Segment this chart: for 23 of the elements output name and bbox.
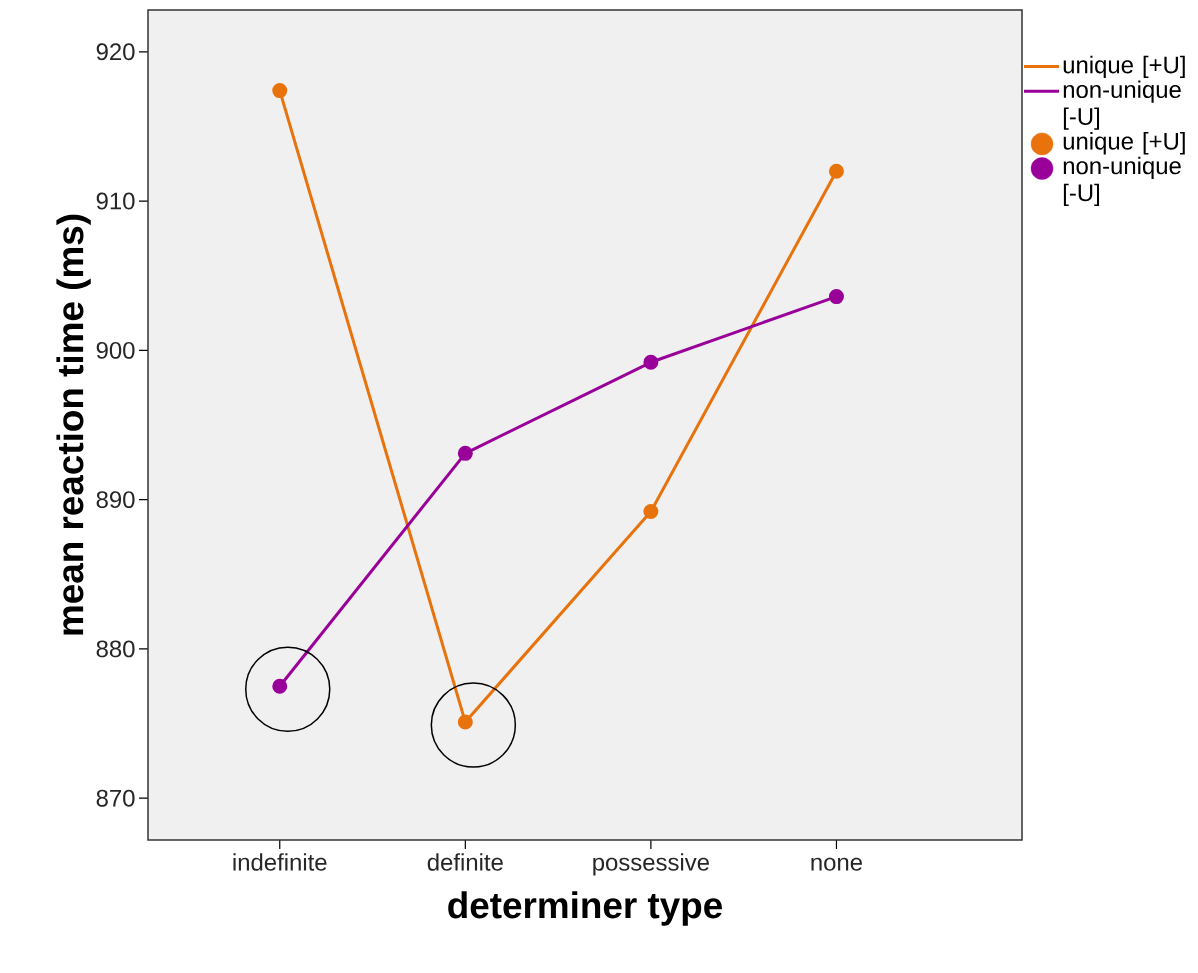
y-axis-title: mean reaction time (ms) [56, 214, 91, 635]
point [828, 289, 844, 305]
legend-label: non-unique [-U] [1063, 156, 1181, 206]
x-axis-title: determiner type [448, 891, 722, 926]
y-tick-label: 910 [96, 192, 135, 210]
y-tick-label: 880 [96, 640, 135, 658]
point [272, 678, 288, 694]
point [457, 445, 473, 461]
y-tick-label: 870 [96, 789, 135, 807]
point [272, 83, 288, 99]
y-tick-label: 920 [96, 43, 135, 61]
point [643, 354, 659, 370]
x-tick-label: none [811, 857, 862, 871]
y-tick-label: 890 [96, 491, 135, 509]
x-tick-label: indefinite [233, 853, 327, 871]
point [828, 163, 844, 179]
y-tick-label: 900 [96, 341, 135, 359]
point [643, 504, 659, 520]
text: unique [+U] [1063, 55, 1185, 79]
point [457, 714, 473, 730]
legend-label: unique [+U] [1063, 132, 1185, 155]
x-tick-label: possessive [593, 853, 709, 876]
x-tick-label: definite [427, 853, 503, 871]
